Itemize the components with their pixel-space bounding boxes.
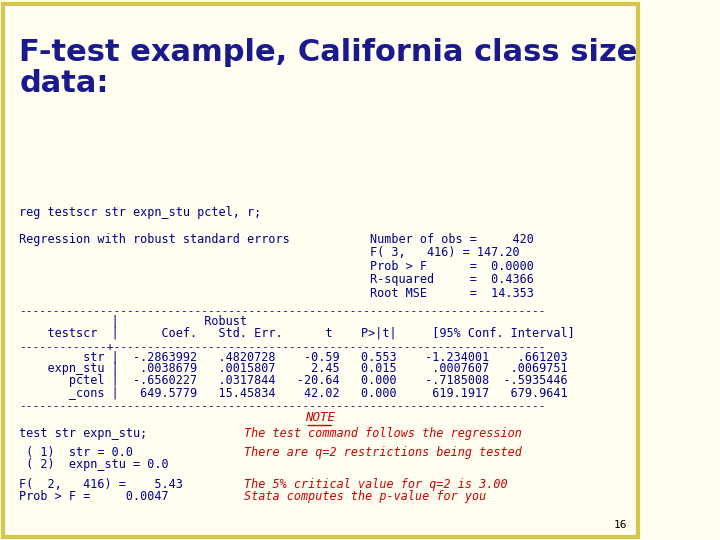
- Text: |            Robust: | Robust: [19, 315, 247, 328]
- Text: The test command follows the regression: The test command follows the regression: [244, 427, 522, 440]
- Text: pctel |  -.6560227   .0317844   -20.64   0.000    -.7185008  -.5935446: pctel | -.6560227 .0317844 -20.64 0.000 …: [19, 374, 568, 387]
- Text: Prob > F =     0.0047: Prob > F = 0.0047: [19, 490, 169, 503]
- Text: Number of obs =     420: Number of obs = 420: [369, 233, 534, 246]
- Text: There are q=2 restrictions being tested: There are q=2 restrictions being tested: [244, 446, 522, 459]
- Text: F( 3,   416) = 147.20: F( 3, 416) = 147.20: [369, 246, 519, 259]
- Text: R-squared     =  0.4366: R-squared = 0.4366: [369, 273, 534, 286]
- Text: NOTE: NOTE: [305, 411, 336, 424]
- Text: The 5% critical value for q=2 is 3.00: The 5% critical value for q=2 is 3.00: [244, 478, 508, 491]
- Text: F(  2,   416) =    5.43: F( 2, 416) = 5.43: [19, 478, 183, 491]
- Text: str |  -.2863992   .4820728    -0.59   0.553    -1.234001    .661203: str | -.2863992 .4820728 -0.59 0.553 -1.…: [19, 350, 568, 363]
- Text: _cons |   649.5779   15.45834    42.02   0.000     619.1917   679.9641: _cons | 649.5779 15.45834 42.02 0.000 61…: [19, 386, 568, 399]
- Text: ------------------------------------------------------------------------------: ----------------------------------------…: [19, 306, 546, 316]
- Text: F-test example, California class size
data:: F-test example, California class size da…: [19, 38, 638, 98]
- Text: testscr  |      Coef.   Std. Err.      t    P>|t|     [95% Conf. Interval]: testscr | Coef. Std. Err. t P>|t| [95% C…: [19, 327, 575, 340]
- Text: expn_stu |   .0038679   .0015807     2.45   0.015     .0007607   .0069751: expn_stu | .0038679 .0015807 2.45 0.015 …: [19, 362, 568, 375]
- Text: 16: 16: [613, 520, 627, 530]
- Text: ( 2)  expn_stu = 0.0: ( 2) expn_stu = 0.0: [19, 458, 169, 471]
- Text: reg testscr str expn_stu pctel, r;: reg testscr str expn_stu pctel, r;: [19, 206, 261, 219]
- Text: Regression with robust standard errors: Regression with robust standard errors: [19, 233, 290, 246]
- Text: -------------+----------------------------------------------------------------: -------------+--------------------------…: [19, 341, 546, 352]
- Text: Root MSE      =  14.353: Root MSE = 14.353: [369, 287, 534, 300]
- Text: Prob > F      =  0.0000: Prob > F = 0.0000: [369, 260, 534, 273]
- Text: ------------------------------------------------------------------------------: ----------------------------------------…: [19, 401, 546, 411]
- Text: Stata computes the p-value for you: Stata computes the p-value for you: [244, 490, 487, 503]
- Text: test str expn_stu;: test str expn_stu;: [19, 427, 148, 440]
- FancyBboxPatch shape: [3, 4, 639, 537]
- Text: ( 1)  str = 0.0: ( 1) str = 0.0: [19, 446, 133, 459]
